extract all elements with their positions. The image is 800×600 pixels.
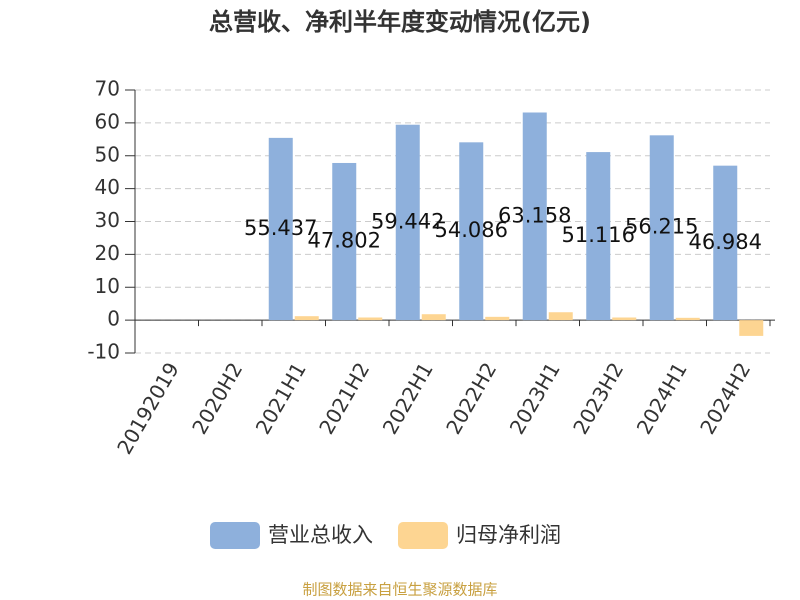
y-tick-label: 60 [95, 109, 120, 133]
data-label: 47.802 [308, 229, 381, 253]
x-tick-label: 2023H1 [505, 358, 565, 438]
bar [675, 317, 700, 321]
data-label: 46.984 [689, 230, 762, 254]
y-tick-label: 30 [95, 208, 120, 232]
legend-label: 归母净利润 [456, 523, 561, 547]
chart-title: 总营收、净利半年度变动情况(亿元) [209, 8, 591, 36]
y-tick-label: 50 [95, 142, 120, 166]
y-tick-label: 40 [95, 175, 120, 199]
source-note: 制图数据来自恒生聚源数据库 [302, 581, 497, 599]
data-label: 59.442 [371, 209, 444, 233]
y-tick-label: 0 [107, 307, 120, 331]
bar [358, 317, 383, 321]
bar [586, 152, 611, 321]
bar [395, 124, 420, 321]
bar [522, 112, 547, 321]
x-tick-label: 2024H1 [632, 358, 692, 438]
bar [548, 312, 573, 321]
data-label: 55.437 [244, 216, 317, 240]
bar [612, 317, 637, 321]
data-label: 56.215 [625, 215, 698, 239]
legend-swatch [210, 522, 260, 549]
data-label: 51.116 [562, 223, 635, 247]
bar [268, 137, 293, 321]
x-tick-label: 2020H2 [187, 358, 247, 438]
x-tick-label: 2024H2 [695, 358, 755, 438]
x-tick-label: 20192019 [112, 358, 184, 458]
y-tick-label: -10 [87, 340, 120, 364]
y-tick-label: 10 [95, 274, 120, 298]
y-tick-label: 20 [95, 241, 120, 265]
bar [459, 142, 484, 321]
bar [421, 314, 446, 321]
x-tick-label: 2022H1 [378, 358, 438, 438]
x-tick-label: 2023H2 [568, 358, 628, 438]
bar [713, 165, 738, 321]
y-tick-label: 70 [95, 77, 120, 101]
bar [739, 320, 764, 336]
bar [294, 316, 319, 321]
bar [485, 316, 510, 321]
data-label: 63.158 [498, 203, 571, 227]
legend-swatch [398, 522, 448, 549]
x-tick-label: 2021H2 [314, 358, 374, 438]
x-tick-label: 2021H1 [251, 358, 311, 438]
legend-label: 营业总收入 [268, 523, 373, 547]
bar [649, 135, 674, 321]
bar [332, 162, 357, 321]
x-tick-label: 2022H2 [441, 358, 501, 438]
data-label: 54.086 [435, 218, 508, 242]
